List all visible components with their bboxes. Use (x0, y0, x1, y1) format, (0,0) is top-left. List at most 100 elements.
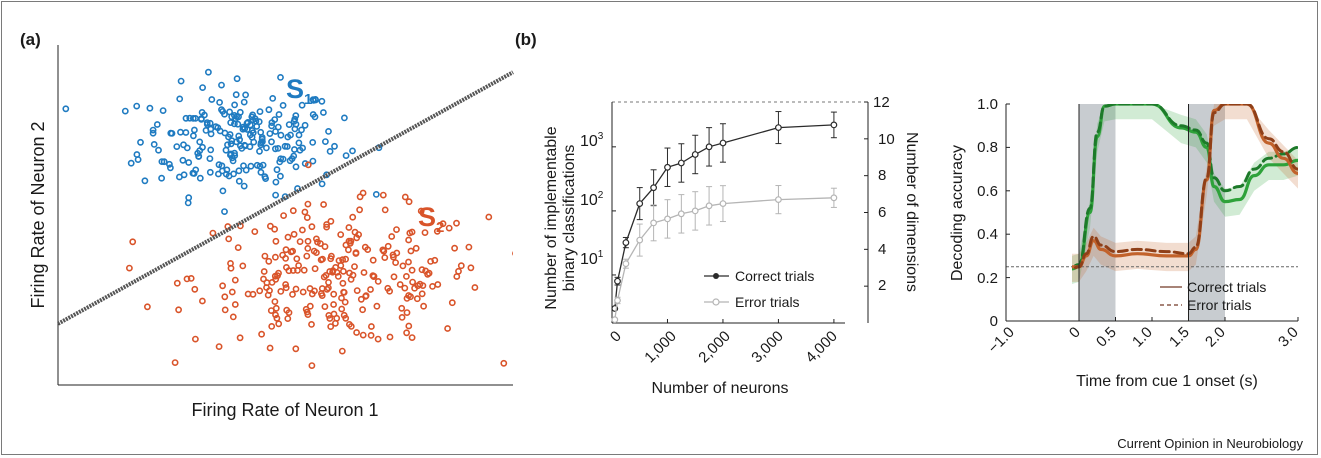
scatter-point-s2 (353, 329, 360, 336)
scatter-point-s1 (246, 131, 254, 139)
scatter-point-s1 (240, 98, 248, 106)
scatter-point-s1 (256, 147, 263, 155)
scatter-point-s2 (258, 330, 265, 338)
error-trials-line (614, 197, 834, 320)
scatter-point-s2 (374, 277, 382, 285)
error-trials-point (622, 260, 630, 268)
scatter-point-s2 (389, 251, 397, 259)
scatter-point-s2 (171, 359, 179, 366)
correct-trials-point (622, 239, 630, 247)
scatter-point-s1 (186, 114, 194, 122)
scatter-point-s2 (345, 237, 353, 245)
scatter-point-s1 (234, 120, 242, 128)
scatter-point-s2 (345, 224, 353, 231)
decoding-ticks (1005, 103, 1299, 322)
scatter-point-s2 (229, 313, 237, 321)
scatter-point-s2 (331, 319, 339, 327)
scatter-point-s2 (308, 223, 316, 231)
scatter-point-s1 (250, 138, 258, 146)
scatter-point-s2 (405, 198, 413, 206)
scatter-point-s2 (374, 335, 382, 343)
scatter-point-s2 (384, 284, 392, 292)
scatter-point-s2 (227, 259, 234, 267)
scatter-point-s1 (258, 133, 266, 141)
scatter-point-s2 (285, 309, 293, 316)
scatter-point-s2 (326, 315, 334, 322)
journal-credit: Current Opinion in Neurobiology (1117, 436, 1303, 451)
scatter-point-s2 (303, 252, 311, 260)
scatter-point-s2 (293, 255, 301, 263)
scatter-point-s2 (381, 254, 389, 261)
scatter-point-s1 (149, 126, 157, 134)
scatter-point-s2 (405, 236, 412, 244)
scatter-point-s1 (298, 101, 306, 109)
scatter-point-s2 (455, 267, 462, 275)
scatter-point-s1 (197, 116, 205, 123)
scatter-point-s1 (301, 121, 309, 129)
scatter-point-s2 (434, 281, 442, 288)
scatter-x-label: Firing Rate of Neuron 1 (191, 400, 378, 420)
decoding-x-tick-1.0: 1.0 (1129, 324, 1156, 351)
scatter-point-s1 (290, 118, 298, 125)
scatter-point-s2 (338, 305, 346, 313)
scatter-point-s1 (206, 155, 214, 162)
decoding-y-label: Decoding accuracy (949, 145, 966, 281)
scatter-point-s1 (309, 138, 317, 146)
scatter-point-s1 (298, 126, 305, 134)
scatter-point-s1 (340, 114, 348, 122)
scatter-point-s1 (228, 113, 236, 121)
scatter-point-s2 (271, 298, 279, 305)
scatter-point-s2 (409, 278, 416, 286)
scatter-point-s2 (418, 266, 426, 274)
scatter-point-s1 (218, 81, 225, 89)
dimensions-y-label: Number of dimensions (903, 132, 920, 292)
legend-correct-marker (713, 273, 719, 279)
error-trials-point (691, 207, 699, 215)
scatter-point-s2 (330, 301, 337, 308)
scatter-point-s1 (225, 172, 233, 180)
scatter-point-s1 (184, 199, 192, 207)
scatter-point-s2 (292, 285, 300, 293)
scatter-point-s1 (134, 156, 142, 163)
error-trials-point (636, 236, 644, 244)
scatter-point-s2 (292, 345, 300, 353)
scatter-point-s1 (189, 115, 197, 122)
scatter-point-s1 (218, 162, 226, 170)
scatter-point-s2 (407, 293, 414, 301)
scatter-point-s2 (231, 276, 239, 284)
scatter-point-s1 (229, 157, 237, 165)
scatter-point-s2 (321, 243, 329, 250)
scatter-point-s2 (398, 313, 406, 321)
classifications-series (611, 111, 838, 324)
scatter-point-s1 (231, 101, 238, 109)
scatter-point-s2 (413, 295, 421, 303)
y2-tick-label-4: 4 (878, 241, 886, 258)
scatter-point-s1 (268, 138, 275, 146)
scatter-point-s1 (240, 182, 248, 190)
scatter-point-s1 (133, 102, 141, 110)
correct-trials-point (691, 151, 699, 158)
scatter-point-s2 (325, 278, 332, 286)
scatter-point-s2 (344, 246, 352, 254)
scatter-point-s1 (235, 177, 243, 185)
scatter-point-s2 (323, 223, 330, 231)
scatter-point-s1 (287, 131, 294, 139)
scatter-point-s2 (260, 268, 268, 275)
scatter-point-s2 (308, 362, 316, 369)
scatter-point-s1 (206, 119, 214, 127)
decoding-x-tick-1.5: 1.5 (1166, 324, 1193, 351)
scatter-point-s2 (282, 281, 289, 288)
x-tick-label-3000: 3,000 (748, 328, 787, 367)
scatter-point-s2 (448, 299, 456, 307)
scatter-point-s2 (231, 301, 239, 308)
scatter-point-s1 (196, 138, 204, 146)
scatter-point-s2 (352, 250, 360, 257)
x-tick-label-1000: 1,000 (641, 328, 680, 367)
scatter-point-s2 (272, 311, 279, 319)
scatter-point-s1 (286, 157, 294, 165)
scatter-point-s1 (190, 126, 198, 134)
s2-label: S2 (418, 202, 444, 236)
scatter-point-s2 (386, 333, 394, 341)
scatter-point-s1 (146, 104, 154, 112)
scatter-point-s1 (277, 74, 284, 81)
